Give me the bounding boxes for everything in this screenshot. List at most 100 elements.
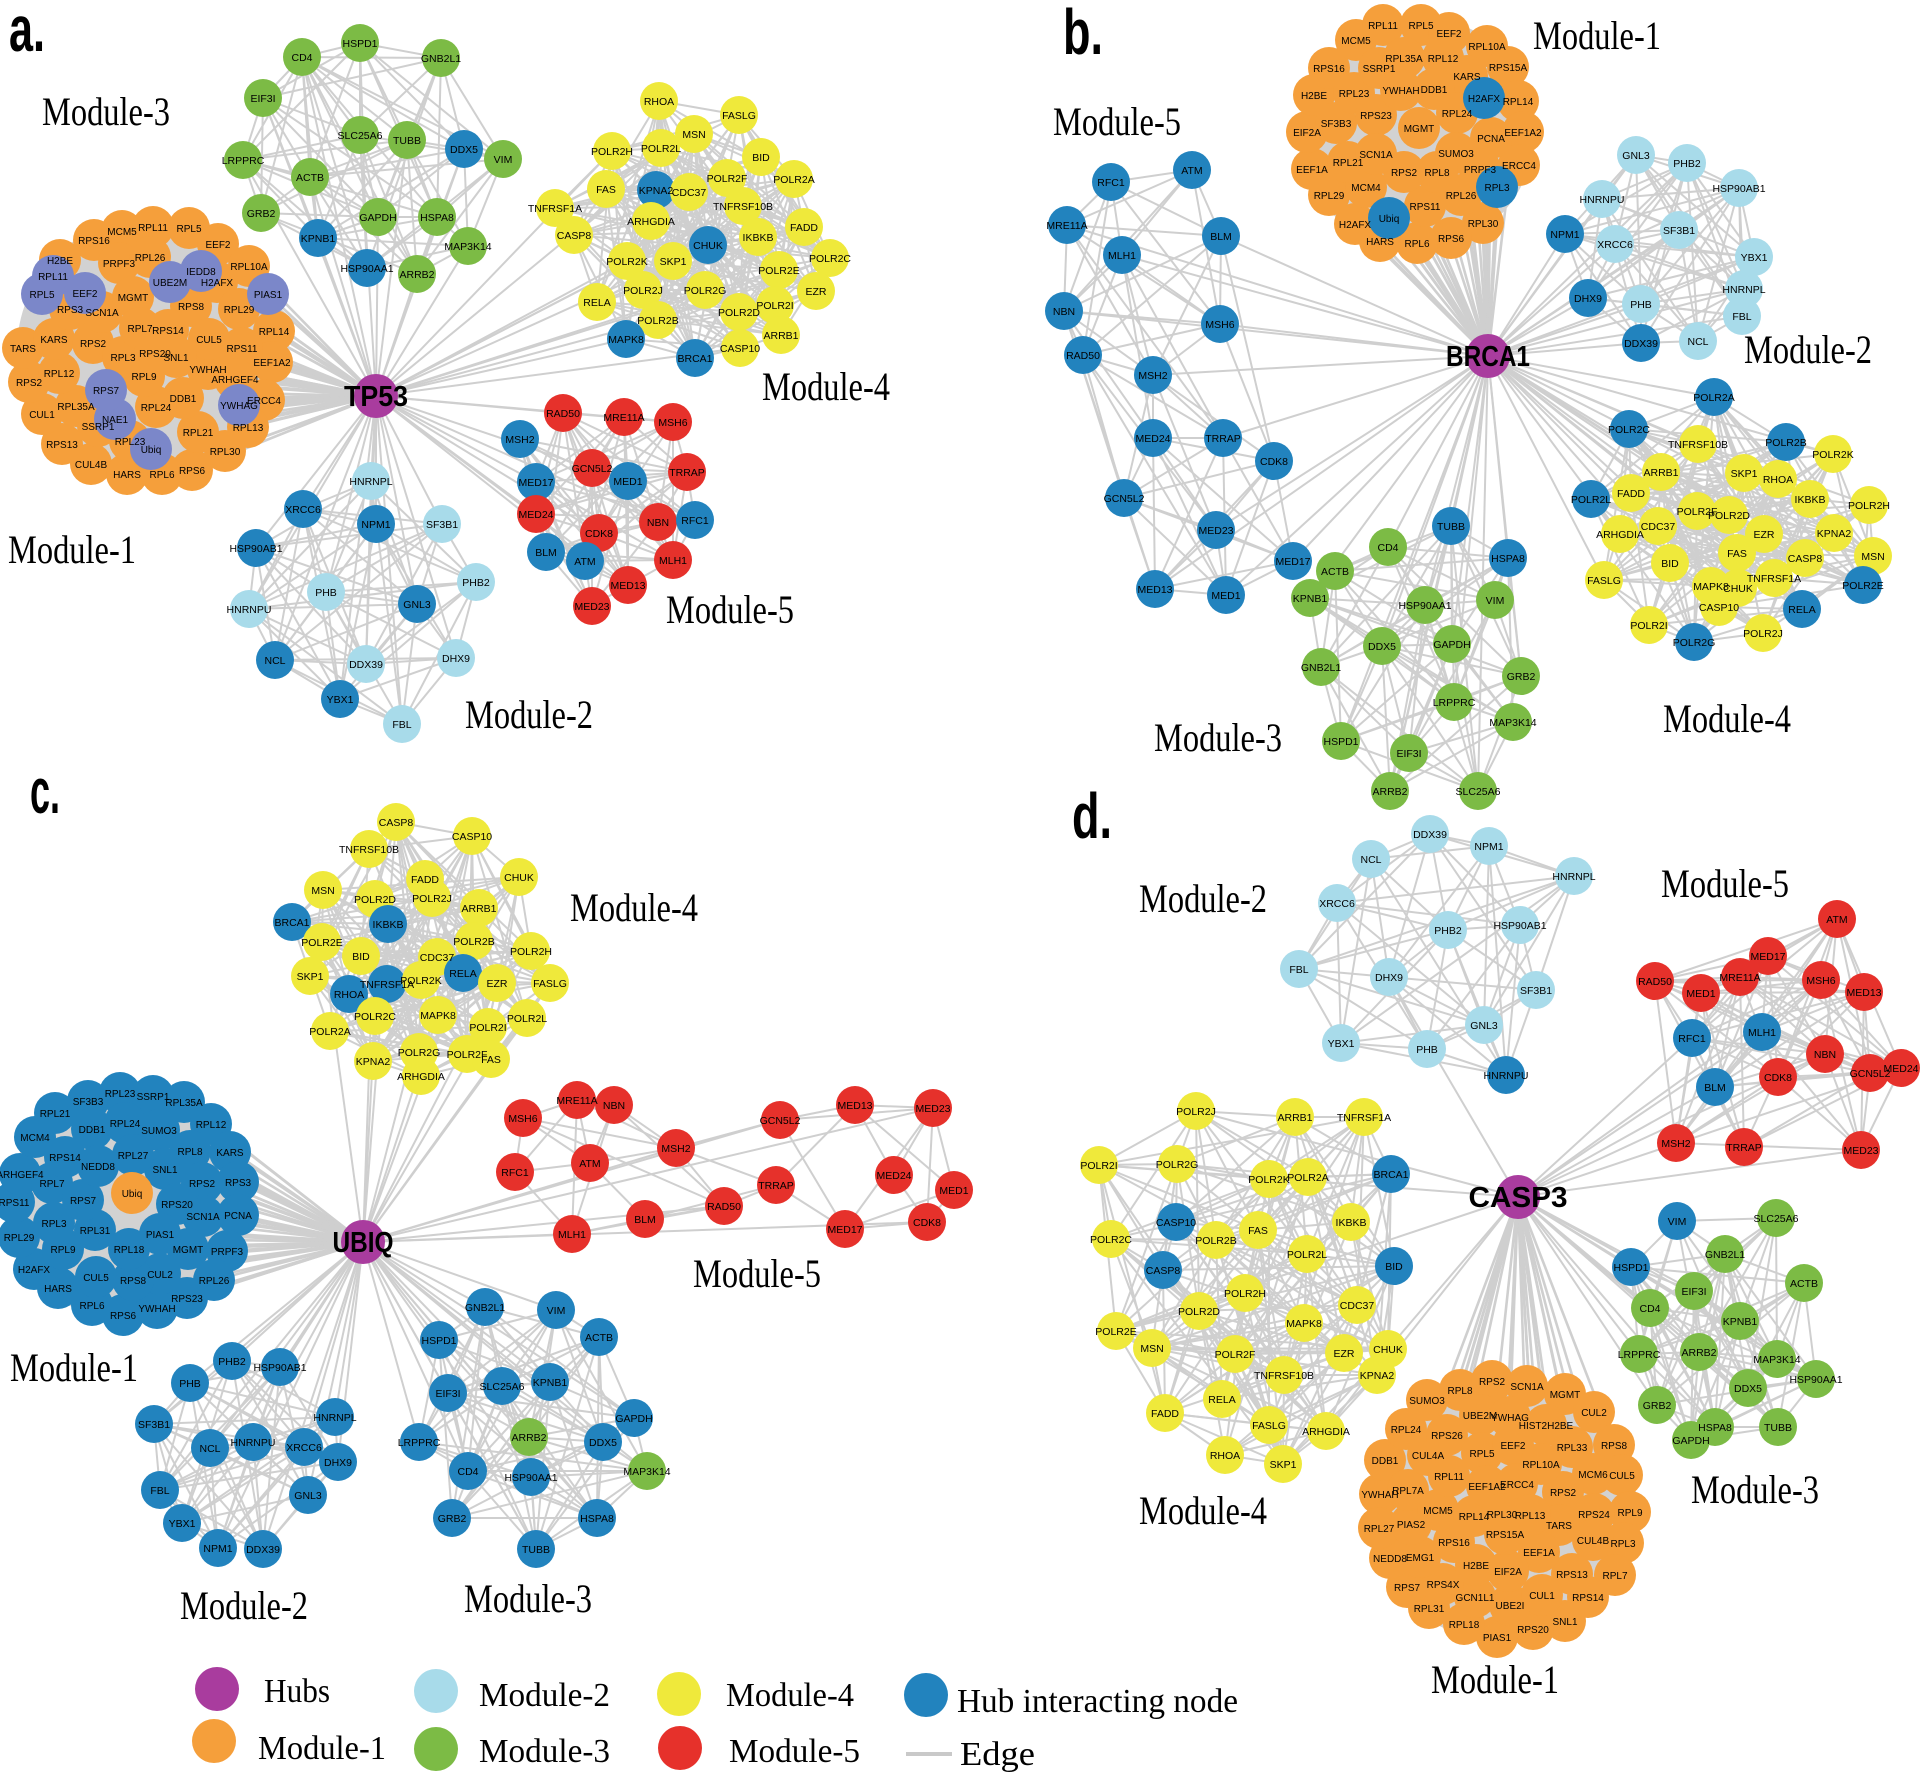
svg-text:SKP1: SKP1	[1270, 1459, 1297, 1471]
svg-text:EEF1A2: EEF1A2	[253, 358, 291, 369]
svg-text:POLR2C: POLR2C	[1090, 1234, 1132, 1246]
svg-text:EIF2A: EIF2A	[1494, 1567, 1522, 1578]
svg-text:LRPPRC: LRPPRC	[222, 155, 265, 167]
svg-text:c.: c.	[30, 755, 60, 827]
svg-text:XRCC6: XRCC6	[1319, 898, 1355, 910]
svg-text:RPL5: RPL5	[1408, 21, 1433, 32]
svg-text:POLR2E: POLR2E	[758, 265, 799, 277]
svg-text:RAD50: RAD50	[546, 408, 580, 420]
svg-text:RPL3: RPL3	[1484, 183, 1509, 194]
svg-text:PHB2: PHB2	[218, 1356, 246, 1368]
svg-text:RPL12: RPL12	[44, 369, 75, 380]
svg-text:FAS: FAS	[596, 184, 616, 196]
svg-text:DDX39: DDX39	[1413, 829, 1447, 841]
svg-text:H2AFX: H2AFX	[18, 1265, 51, 1276]
svg-text:KPNB1: KPNB1	[533, 1377, 568, 1389]
svg-text:Module-3: Module-3	[1154, 715, 1282, 760]
svg-text:Module-3: Module-3	[1691, 1467, 1819, 1512]
svg-text:CHUK: CHUK	[693, 240, 723, 252]
svg-text:XRCC6: XRCC6	[1597, 239, 1633, 251]
svg-text:CHUK: CHUK	[1373, 1344, 1403, 1356]
svg-text:H2AFX: H2AFX	[201, 278, 234, 289]
svg-text:BID: BID	[1385, 1261, 1403, 1273]
svg-text:GRB2: GRB2	[1643, 1400, 1672, 1412]
svg-text:ARRB2: ARRB2	[1372, 786, 1407, 798]
svg-text:UBE2M: UBE2M	[1463, 1411, 1497, 1422]
svg-text:RPS14: RPS14	[1572, 1593, 1604, 1604]
svg-text:HNRNPL: HNRNPL	[1722, 284, 1765, 296]
svg-text:POLR2K: POLR2K	[1812, 449, 1853, 461]
svg-text:CDK8: CDK8	[1260, 456, 1288, 468]
svg-text:RPS2: RPS2	[1391, 168, 1418, 179]
svg-text:MLH1: MLH1	[1748, 1027, 1776, 1039]
svg-text:RFC1: RFC1	[1097, 177, 1125, 189]
svg-text:MLH1: MLH1	[558, 1229, 586, 1241]
svg-text:PHB: PHB	[1630, 299, 1652, 311]
svg-text:MED13: MED13	[837, 1100, 872, 1112]
svg-text:GNL3: GNL3	[403, 599, 431, 611]
svg-text:H2AFX: H2AFX	[1339, 220, 1372, 231]
svg-text:FASLG: FASLG	[1587, 575, 1621, 587]
svg-text:RPL3: RPL3	[110, 353, 135, 364]
svg-text:RPS7: RPS7	[70, 1196, 97, 1207]
svg-text:MGMT: MGMT	[1404, 124, 1435, 135]
svg-text:Module-3: Module-3	[479, 1733, 610, 1770]
svg-text:RPL13: RPL13	[1515, 1511, 1546, 1522]
svg-text:RPL30: RPL30	[210, 447, 241, 458]
svg-text:DDX39: DDX39	[246, 1544, 280, 1556]
svg-text:POLR2D: POLR2D	[718, 307, 760, 319]
svg-text:XRCC6: XRCC6	[286, 1442, 322, 1454]
svg-text:MCM5: MCM5	[107, 227, 137, 238]
svg-text:TRRAP: TRRAP	[758, 1180, 794, 1192]
svg-text:GNB2L1: GNB2L1	[1301, 662, 1341, 674]
svg-text:RPL18: RPL18	[114, 1245, 145, 1256]
svg-text:MSN: MSN	[1861, 551, 1884, 563]
svg-text:RPL8: RPL8	[1447, 1386, 1472, 1397]
svg-text:ARRB1: ARRB1	[461, 903, 496, 915]
svg-text:EEF2: EEF2	[1500, 1441, 1525, 1452]
svg-text:DDX5: DDX5	[450, 144, 478, 156]
svg-text:FAS: FAS	[1727, 548, 1747, 560]
svg-text:GNL3: GNL3	[1622, 150, 1650, 162]
svg-text:LRPPRC: LRPPRC	[398, 1437, 441, 1449]
svg-text:TNFRSF1A: TNFRSF1A	[528, 203, 582, 215]
svg-text:Module-4: Module-4	[570, 885, 698, 930]
svg-text:POLR2I: POLR2I	[756, 300, 793, 312]
svg-text:HARS: HARS	[113, 470, 141, 481]
svg-text:ARRB2: ARRB2	[399, 269, 434, 281]
svg-text:LRPPRC: LRPPRC	[1433, 697, 1476, 709]
svg-text:MAP3K14: MAP3K14	[1489, 717, 1536, 729]
svg-text:TP53: TP53	[344, 381, 408, 413]
svg-text:SCN1A: SCN1A	[1510, 1382, 1544, 1393]
svg-text:MRE11A: MRE11A	[603, 412, 644, 424]
svg-text:BLM: BLM	[1210, 231, 1232, 243]
svg-text:RPS15A: RPS15A	[1486, 1530, 1525, 1541]
svg-text:RPL3: RPL3	[41, 1219, 66, 1230]
svg-text:POLR2K: POLR2K	[606, 256, 647, 268]
svg-text:FADD: FADD	[1151, 1408, 1179, 1420]
svg-text:RPL29: RPL29	[224, 305, 255, 316]
svg-text:RPL5: RPL5	[176, 224, 201, 235]
svg-text:CUL5: CUL5	[1609, 1471, 1635, 1482]
svg-text:GRB2: GRB2	[247, 208, 276, 220]
svg-text:RPL24: RPL24	[141, 403, 172, 414]
svg-text:KPNA2: KPNA2	[356, 1056, 391, 1068]
svg-text:YBX1: YBX1	[169, 1518, 196, 1530]
svg-text:RPS2: RPS2	[16, 378, 43, 389]
svg-text:RPL9: RPL9	[1617, 1508, 1642, 1519]
svg-text:MED24: MED24	[1883, 1063, 1918, 1075]
svg-text:RPS11: RPS11	[1410, 202, 1441, 213]
svg-text:HNRNPU: HNRNPU	[227, 604, 272, 616]
svg-text:MED1: MED1	[1686, 988, 1715, 1000]
svg-text:FASLG: FASLG	[1252, 1420, 1286, 1432]
svg-text:MED13: MED13	[1137, 584, 1172, 596]
svg-text:MED13: MED13	[1846, 987, 1881, 999]
svg-text:PIAS1: PIAS1	[146, 1230, 175, 1241]
svg-text:POLR2J: POLR2J	[412, 893, 452, 905]
svg-text:DDX5: DDX5	[589, 1437, 617, 1449]
svg-text:RPL7: RPL7	[127, 324, 152, 335]
svg-text:RPL13: RPL13	[233, 423, 264, 434]
svg-text:Ubiq: Ubiq	[141, 445, 162, 456]
svg-text:SNL1: SNL1	[152, 1165, 177, 1176]
svg-text:POLR2D: POLR2D	[1708, 510, 1750, 522]
